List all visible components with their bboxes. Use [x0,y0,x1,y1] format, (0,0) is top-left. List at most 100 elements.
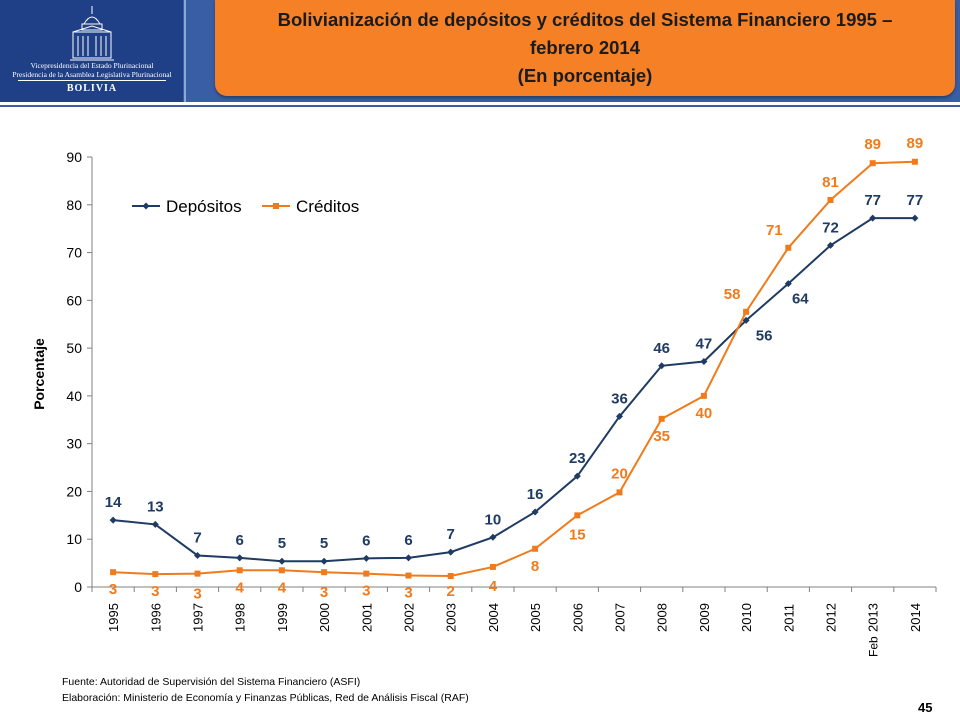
data-point [700,357,708,365]
data-label: 89 [907,135,924,152]
data-point [278,557,286,565]
data-label: 89 [864,136,881,153]
data-label: 4 [278,579,287,596]
data-label: 7 [447,526,455,543]
y-tick-label: 0 [74,579,82,595]
legend-label: Depósitos [166,197,242,216]
x-tick-label: 2008 [655,603,670,632]
data-label: 64 [792,291,809,308]
data-point [869,160,876,167]
data-point [362,554,370,562]
x-tick-label: 1995 [106,603,121,632]
data-point [194,570,201,577]
x-tick-label: 1997 [191,603,206,632]
x-tick-note: Feb [867,636,881,657]
data-point [743,308,750,315]
x-tick-label: 2007 [613,603,628,632]
x-tick-label: 2011 [781,604,796,632]
data-label: 77 [907,192,924,209]
data-label: 2 [447,583,455,600]
data-point [700,392,707,399]
data-point [784,280,792,288]
data-point [109,516,117,524]
data-label: 14 [105,494,122,511]
y-tick-label: 30 [66,436,82,452]
y-tick-label: 90 [66,149,82,165]
elaboration-note: Elaboración: Ministerio de Economía y Fi… [62,692,469,704]
data-point [278,567,285,574]
source-note: Fuente: Autoridad de Supervisión del Sis… [62,676,361,688]
data-point [869,214,877,222]
page-number: 45 [918,700,933,715]
data-point [152,571,159,578]
data-label: 77 [864,192,881,209]
data-point [573,472,581,480]
x-tick-label: 2002 [402,603,417,632]
data-label: 5 [278,535,286,552]
data-point [405,554,412,562]
x-tick-label: 2004 [486,603,501,632]
data-label: 7 [193,529,201,546]
data-point [236,554,244,562]
data-label: 6 [404,532,412,549]
x-tick-label: 2013 [866,603,881,632]
logo-text-line1: Vicepresidencia del Estado Plurinacional [30,61,154,70]
x-tick-label: 2012 [824,603,839,632]
data-label: 58 [724,286,741,303]
data-label: 6 [236,532,244,549]
x-tick-label: 2003 [444,603,459,632]
data-label: 40 [696,405,713,422]
data-point [447,548,455,556]
data-point [489,533,497,541]
line-chart: 0 10 20 30 40 50 60 70 80 90 1995 1996 1997 1998 1999 2… [31,135,937,657]
data-label: 3 [151,583,159,600]
data-point [447,573,454,580]
x-tick-label: 1996 [148,603,163,632]
data-point [827,197,834,203]
data-label: 71 [766,222,783,239]
chart-title: Bolivianización de depósitos y créditos … [215,6,955,90]
logo-panel: Vicepresidencia del Estado Plurinacional… [0,0,183,102]
data-point [363,570,370,577]
x-tick-label: 2014 [908,603,923,632]
data-label: 3 [320,584,328,601]
x-tick-label: 2001 [359,603,374,632]
data-label: 20 [611,465,628,482]
data-point [742,316,750,324]
data-point [405,572,412,579]
header-separator [184,0,186,102]
data-label: 23 [569,450,586,467]
data-label: 4 [489,578,498,595]
x-tick-label: 1998 [233,603,248,632]
header-rule [0,102,960,105]
data-point [110,569,117,576]
data-point [616,412,623,420]
data-point [532,545,539,552]
government-building-icon [70,6,114,61]
legend-marker [142,202,150,210]
y-tick-label: 60 [66,292,82,308]
data-label: 36 [611,390,628,407]
data-label: 15 [569,526,586,543]
legend-label: Créditos [296,197,359,216]
x-tick-label: 1999 [275,603,290,632]
data-label: 81 [822,174,839,191]
title-line2: febrero 2014 [529,37,641,58]
y-tick-label: 10 [66,531,82,547]
data-point [574,512,581,519]
logo-divider [18,80,166,81]
data-label: 3 [193,586,201,603]
x-tick-label: 2010 [739,603,754,632]
data-label: 8 [531,558,539,575]
data-label: 16 [527,486,544,503]
data-point [320,557,328,565]
y-tick-label: 70 [66,245,82,261]
title-line3: (En porcentaje) [517,65,653,86]
y-axis-label: Porcentaje [31,338,47,410]
data-label: 13 [147,498,164,515]
data-point [321,569,328,576]
data-label: 3 [404,585,412,602]
data-point [911,158,918,165]
data-label: 3 [362,583,370,600]
data-label: 47 [696,335,713,352]
